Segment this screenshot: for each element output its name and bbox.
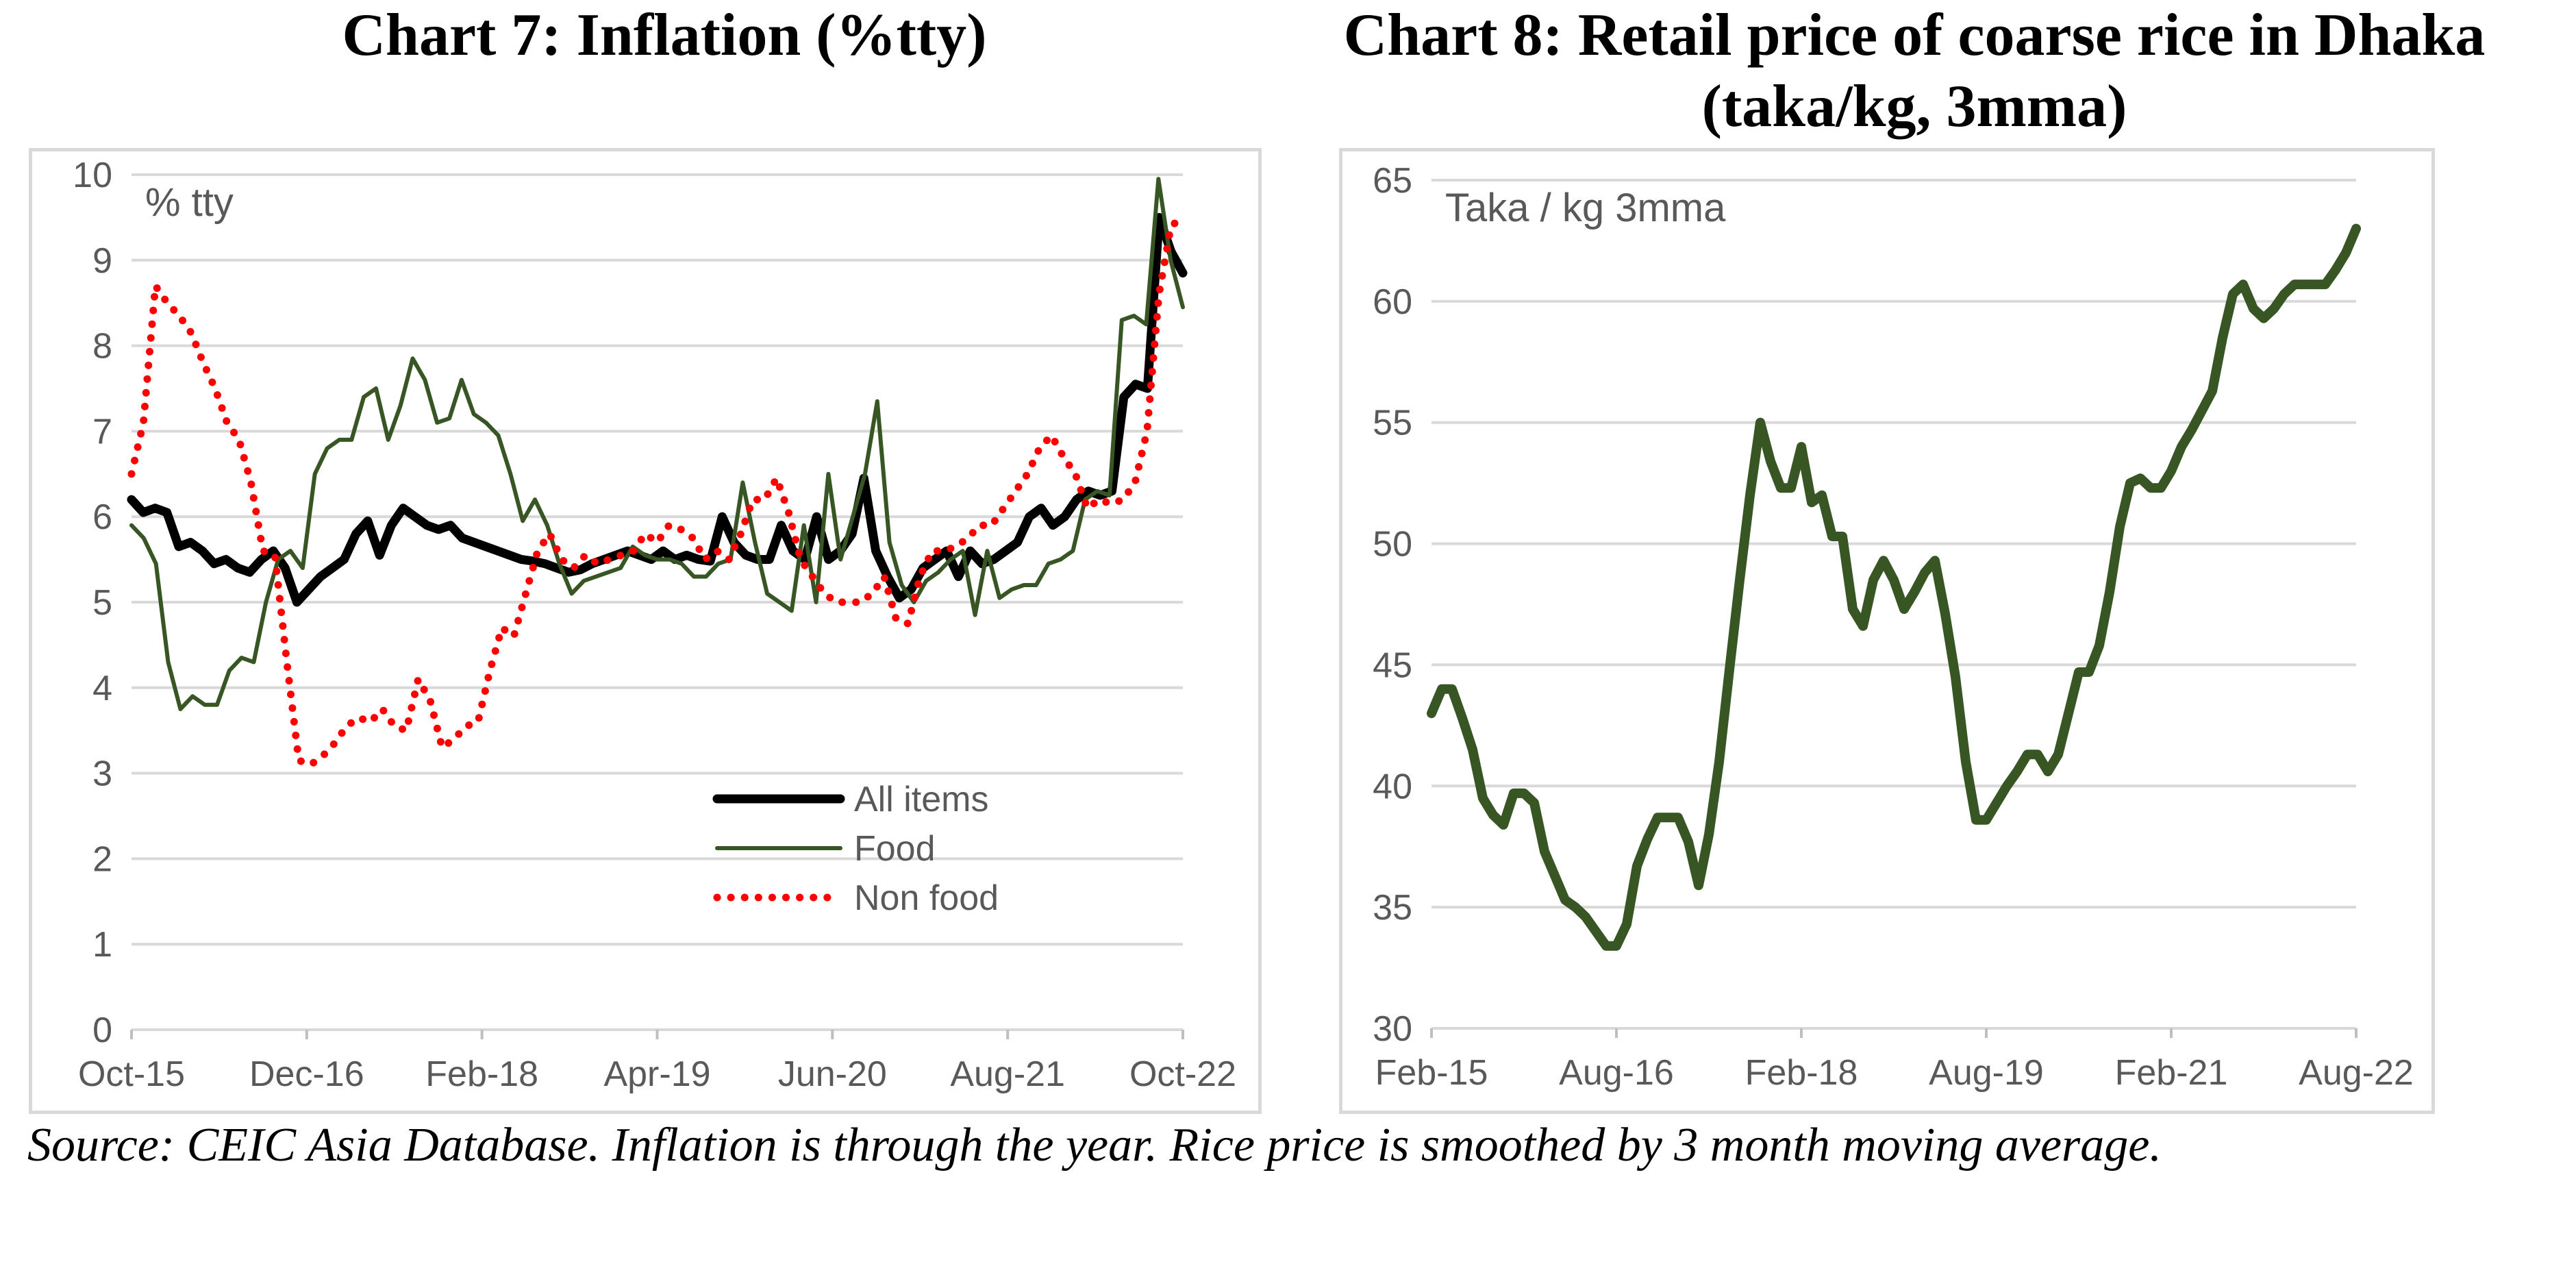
series-line-food: [129, 177, 1185, 711]
y-tick-label: 50: [1373, 525, 1412, 565]
x-tick-label: Aug-16: [1559, 1053, 1674, 1093]
chart7-title: Chart 7: Inflation (%tty): [342, 2, 987, 69]
y-tick-label: 3: [92, 754, 112, 794]
y-tick-label: 6: [92, 497, 112, 537]
x-tick-label: Dec-16: [249, 1054, 364, 1094]
x-tick-label: Feb-18: [1745, 1053, 1858, 1093]
x-tick-label: Apr-19: [603, 1054, 710, 1094]
y-tick-label: 45: [1373, 645, 1412, 685]
y-tick-label: 1: [92, 925, 112, 965]
chart7-plot: 0 1 2 3 4 5 6 7 8 9 10 Oct-15 Dec-16 Feb-18 Apr-19 Jun-…: [73, 156, 1236, 1094]
x-tick-label: Feb-18: [425, 1054, 538, 1094]
legend-label-food: Food: [854, 829, 936, 869]
x-tick-label: Jun-20: [778, 1054, 887, 1094]
y-tick-label: 9: [92, 241, 112, 281]
y-tick-label: 10: [73, 156, 112, 195]
y-tick-label: 8: [92, 327, 112, 367]
y-tick-label: 35: [1373, 888, 1412, 928]
y-tick-label: 60: [1373, 282, 1412, 322]
y-tick-label: 40: [1373, 767, 1412, 806]
chart8-panel: 30 35 40 45 50 55 60 65 Feb-15 Aug-16 Feb-18 Aug-19…: [1339, 148, 2435, 1114]
unit-label: % tty: [145, 180, 234, 225]
unit-label: Taka / kg 3mma: [1445, 186, 1726, 230]
y-tick-label: 5: [92, 583, 112, 623]
source-note: Source: CEIC Asia Database. Inflation is…: [27, 1119, 2162, 1172]
series-line-all-items: [127, 212, 1188, 607]
x-tick-label: Aug-21: [950, 1054, 1065, 1094]
legend-label-non-food: Non food: [854, 878, 999, 918]
legend-label-all-items: All items: [854, 780, 988, 819]
x-tick-label: Aug-22: [2299, 1053, 2414, 1093]
chart8-plot: 30 35 40 45 50 55 60 65 Feb-15 Aug-16 Feb-18 Aug-19…: [1373, 161, 2414, 1093]
chart8-title: Chart 8: Retail price of coarse rice in …: [1343, 2, 2486, 140]
x-tick-label: Feb-21: [2115, 1053, 2228, 1093]
y-tick-label: 4: [92, 669, 112, 708]
x-tick-label: Aug-19: [1929, 1053, 2044, 1093]
x-tick-label: Oct-22: [1129, 1054, 1236, 1094]
series-line-price: [1427, 223, 2361, 951]
y-tick-label: 55: [1373, 404, 1412, 443]
x-tick-label: Oct-15: [78, 1054, 185, 1094]
y-tick-label: 0: [92, 1011, 112, 1050]
chart7-panel: 0 1 2 3 4 5 6 7 8 9 10 Oct-15 Dec-16 Feb-18 Apr-19 Jun-…: [29, 148, 1262, 1114]
y-tick-label: 7: [92, 412, 112, 451]
y-tick-label: 2: [92, 839, 112, 879]
y-tick-label: 65: [1373, 161, 1412, 201]
x-tick-label: Feb-15: [1375, 1053, 1488, 1093]
series-line-non-food: [127, 213, 1187, 769]
y-tick-label: 30: [1373, 1009, 1412, 1049]
